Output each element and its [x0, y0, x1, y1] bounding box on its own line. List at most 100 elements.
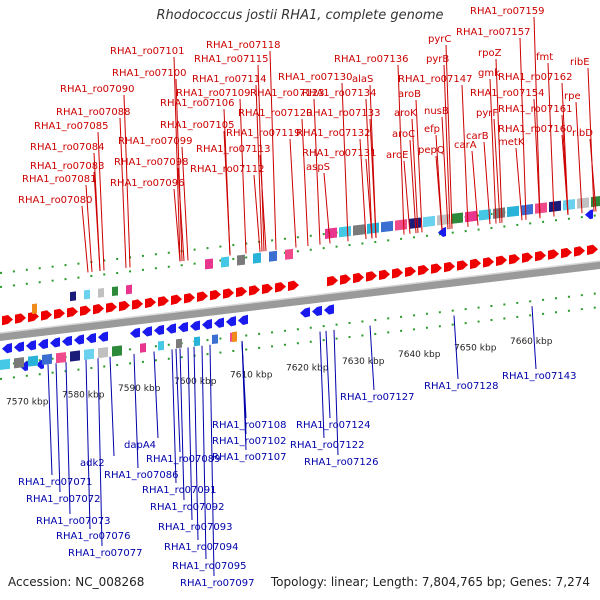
- bottom-label-14: RHA1_ro07097: [180, 578, 255, 589]
- top-label-20: RHA1_ro07119: [226, 128, 301, 139]
- reverse-gene-3: [38, 338, 48, 349]
- bottom-label-23: RHA1_ro07143: [502, 371, 577, 382]
- top-connector-55: [587, 67, 595, 212]
- top-label-16: RHA1_ro07113: [196, 144, 271, 155]
- top-label-52: RHA1_ro07161: [498, 104, 573, 115]
- forward-gene-0: [2, 314, 13, 326]
- bottom-connector-19: [325, 330, 331, 419]
- reverse-gene-16: [214, 317, 224, 328]
- top-label-40: RHA1_ro07147: [398, 74, 473, 85]
- forward-gene-13: [171, 294, 182, 305]
- top-connector-47: [519, 37, 527, 220]
- top-label-55: ribE: [570, 57, 590, 68]
- feature-block-33: [14, 357, 24, 369]
- forward-gene-29: [405, 266, 416, 277]
- top-label-44: gmk: [478, 68, 500, 79]
- top-label-29: aspS: [306, 162, 330, 173]
- top-connector-9: [181, 146, 189, 261]
- bottom-connector-2: [65, 362, 71, 515]
- top-label-24: RHA1_ro07131: [302, 148, 377, 159]
- feature-block-0: [325, 227, 337, 239]
- forward-gene-25: [353, 272, 364, 284]
- feature-block-17: [563, 199, 575, 211]
- bottom-label-4: RHA1_ro07077: [68, 548, 143, 559]
- axis-tick-label-8: 7650 kbp: [454, 344, 497, 354]
- forward-gene-10: [132, 299, 143, 310]
- top-connector-27: [365, 98, 373, 239]
- top-connector-20: [289, 138, 297, 248]
- forward-gene-11: [145, 297, 156, 309]
- forward-gene-32: [444, 261, 455, 273]
- genome-summary: Topology: linear; Length: 7,804,765 bp; …: [270, 575, 590, 589]
- reverse-gene-4: [50, 337, 60, 348]
- top-label-56: ribD: [572, 128, 593, 139]
- feature-block-15: [535, 202, 547, 214]
- bottom-label-20: RHA1_ro07126: [304, 457, 379, 468]
- genome-title: Rhodococcus jostii RHA1, complete genome: [156, 8, 444, 23]
- top-connector-33: [411, 118, 419, 233]
- forward-gene-40: [548, 249, 559, 260]
- top-connector-10: [175, 78, 183, 262]
- top-label-0: RHA1_ro07080: [18, 195, 93, 206]
- top-connector-6: [123, 94, 131, 268]
- axis-tick-label-3: 7600 kbp: [174, 377, 217, 387]
- forward-gene-27: [379, 269, 390, 281]
- bottom-label-connectors: [47, 306, 537, 577]
- forward-gene-34: [470, 258, 481, 270]
- forward-gene-1: [15, 313, 26, 324]
- reverse-gene-10: [142, 326, 152, 337]
- top-label-15: RHA1_ro07112: [190, 164, 265, 175]
- top-label-28: RHA1_ro07136: [334, 54, 409, 65]
- bottom-label-16: RHA1_ro07107: [212, 452, 287, 463]
- top-label-51: RHA1_ro07160: [498, 124, 573, 135]
- top-label-7: RHA1_ro07096: [110, 178, 185, 189]
- bottom-connector-6: [153, 351, 159, 439]
- top-label-14: RHA1_ro07109: [176, 88, 251, 99]
- forward-gene-5: [67, 307, 78, 318]
- feature-block-29: [98, 288, 104, 298]
- feature-block-7: [423, 215, 435, 228]
- top-label-19: RHA1_ro07118: [206, 40, 281, 51]
- feature-block-16: [549, 200, 561, 213]
- top-connector-36: [435, 134, 443, 230]
- feature-block-2: [353, 224, 365, 236]
- top-label-43: pyrF: [476, 108, 498, 119]
- top-connector-3: [93, 152, 101, 272]
- bottom-connector-18: [319, 331, 325, 439]
- bottom-connector-5: [109, 356, 115, 457]
- feature-block-orange-a: [32, 303, 37, 315]
- top-connector-43: [493, 118, 501, 224]
- feature-block-24: [253, 252, 261, 264]
- top-connector-45: [495, 58, 503, 223]
- bottom-connector-11: [187, 347, 193, 521]
- bottom-connector-10: [179, 348, 185, 501]
- bottom-label-0: RHA1_ro07071: [18, 477, 93, 488]
- feature-block-42: [158, 340, 164, 351]
- top-connector-34: [415, 99, 423, 233]
- feature-block-14: [521, 204, 533, 216]
- top-label-10: RHA1_ro07100: [112, 68, 187, 79]
- top-label-23: RHA1_ro07130: [278, 72, 353, 83]
- top-connector-1: [85, 184, 93, 272]
- bottom-connector-23: [531, 306, 537, 370]
- top-label-53: RHA1_ro07162: [498, 72, 573, 83]
- top-label-17: RHA1_ro07114: [192, 74, 267, 85]
- top-label-4: RHA1_ro07085: [34, 121, 109, 132]
- reverse-gene-20: [312, 305, 322, 317]
- top-label-25: RHA1_ro07132: [296, 128, 371, 139]
- top-connector-28: [397, 64, 405, 235]
- bottom-label-17: RHA1_ro07108: [212, 420, 287, 431]
- feature-block-45: [212, 334, 218, 345]
- axis-tick-label-4: 7610 kbp: [230, 370, 273, 380]
- forward-gene-12: [158, 296, 169, 307]
- reverse-gene-7: [86, 332, 96, 344]
- reverse-gene-6: [74, 334, 84, 345]
- top-label-33: aroK: [394, 108, 417, 119]
- reverse-gene-5: [62, 335, 72, 347]
- bottom-connector-17: [241, 340, 247, 419]
- top-connector-14: [239, 98, 247, 254]
- bottom-connector-7: [133, 353, 139, 469]
- top-connector-40: [461, 84, 469, 227]
- top-connector-30: [369, 84, 377, 238]
